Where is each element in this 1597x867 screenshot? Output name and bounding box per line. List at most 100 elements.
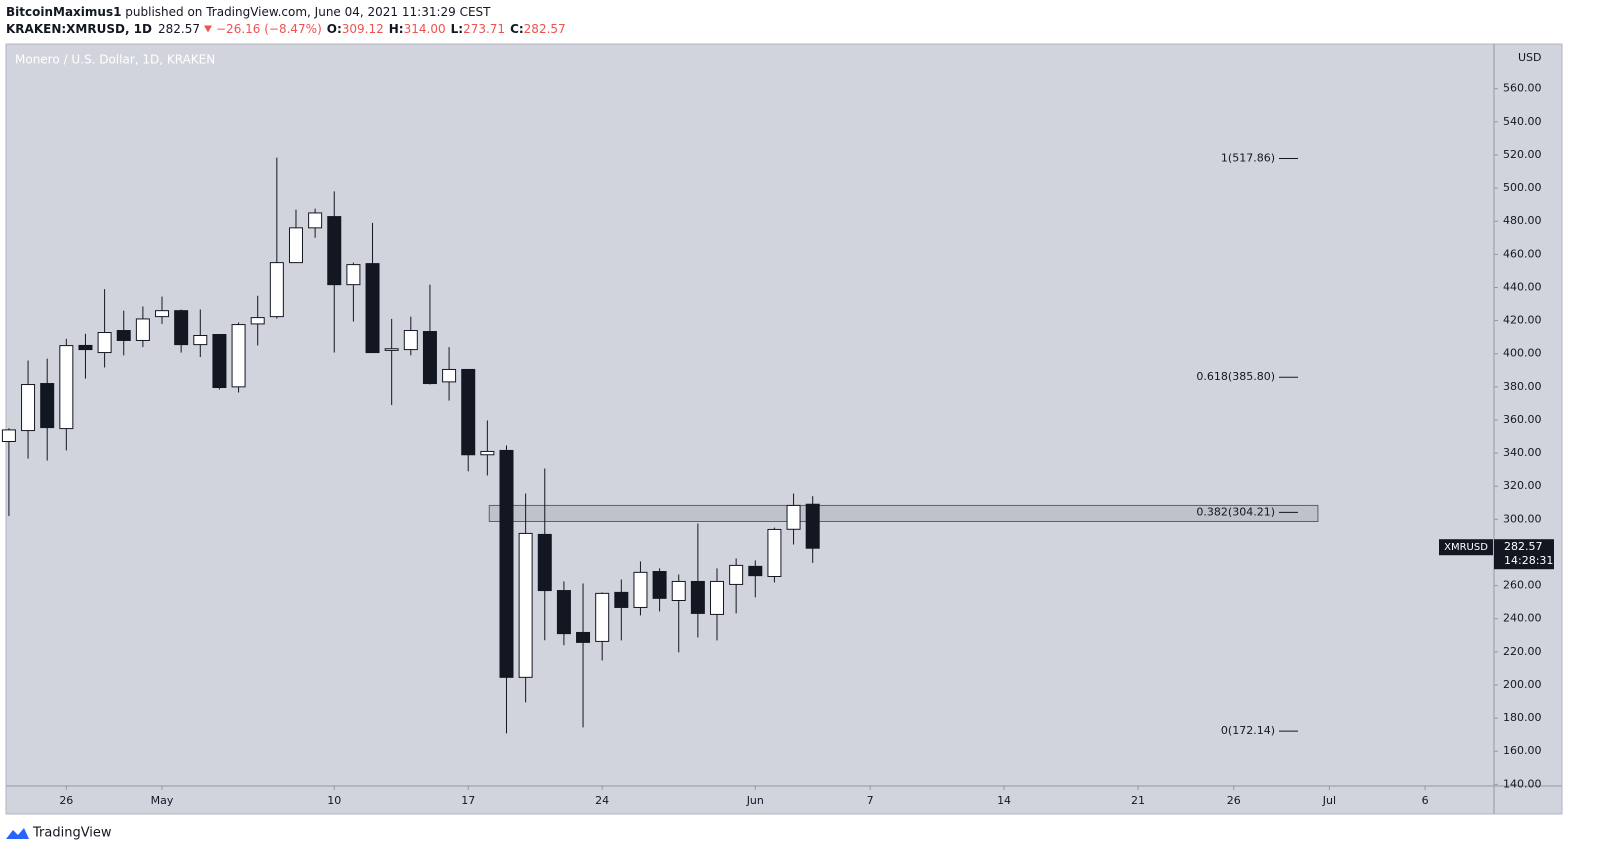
y-tick-label: 160.00 <box>1503 744 1542 757</box>
fib-label: 0.618(385.80) <box>1196 370 1275 383</box>
price: 282.57 <box>158 22 200 36</box>
candle-body <box>78 344 93 351</box>
fib-label: 0.382(304.21) <box>1196 505 1275 518</box>
candle-body <box>805 503 820 549</box>
candle-body <box>537 533 552 592</box>
x-tick-label: 14 <box>997 794 1011 807</box>
down-arrow <box>204 25 212 33</box>
tag-value: 282.57 <box>1504 540 1543 553</box>
candle-body <box>403 330 418 351</box>
ohlc-value: 314.00 <box>404 22 446 36</box>
candle-body <box>748 565 763 577</box>
candle-body <box>442 368 457 383</box>
y-tick-label: 140.00 <box>1503 777 1542 790</box>
candle-body <box>212 334 227 389</box>
y-tick-label: 260.00 <box>1503 579 1542 592</box>
y-tick-label: 180.00 <box>1503 711 1542 724</box>
logo-icon <box>6 828 29 839</box>
ohlc-key: O: <box>327 22 342 36</box>
chart-panel <box>5 43 1563 815</box>
candle-body <box>576 631 591 643</box>
x-tick-label: Jul <box>1322 794 1336 807</box>
y-tick-label: 300.00 <box>1503 512 1542 525</box>
y-tick-label: 400.00 <box>1503 347 1542 360</box>
candle-body <box>729 564 744 585</box>
published: published on TradingView.com, June 04, 2… <box>121 5 491 19</box>
tag-label: XMRUSD <box>1444 542 1488 553</box>
candle-body <box>480 450 495 456</box>
chart-title: Monero / U.S. Dollar, 1D, KRAKEN <box>15 53 215 67</box>
candle-body <box>786 504 801 530</box>
candle-body <box>346 264 361 286</box>
y-tick-label: 360.00 <box>1503 413 1542 426</box>
candle-body <box>327 216 342 286</box>
candle-body <box>308 212 323 229</box>
candle-body <box>135 318 150 341</box>
x-tick-label: 24 <box>595 794 609 807</box>
y-axis-label: USD <box>1518 51 1542 64</box>
candle-body <box>116 330 131 341</box>
candle-body <box>174 310 189 346</box>
y-tick-label: 480.00 <box>1503 214 1542 227</box>
candle-body <box>384 348 399 351</box>
x-tick-label: 17 <box>461 794 475 807</box>
x-tick-label: 10 <box>327 794 341 807</box>
logo <box>6 828 29 839</box>
candle-body <box>710 580 725 615</box>
candle-body <box>499 449 514 678</box>
x-tick-label: Jun <box>746 794 764 807</box>
candle-body <box>595 592 610 642</box>
y-tick-label: 320.00 <box>1503 479 1542 492</box>
candle-body <box>1 429 16 442</box>
x-tick-label: 26 <box>1227 794 1241 807</box>
candle-body <box>690 580 705 614</box>
x-tick-label: 21 <box>1131 794 1145 807</box>
candle-body <box>250 317 265 325</box>
candle-body <box>652 571 667 599</box>
candle-body <box>614 591 629 608</box>
y-tick-label: 380.00 <box>1503 380 1542 393</box>
candle-body <box>633 571 648 608</box>
x-tick-label: 6 <box>1422 794 1429 807</box>
y-tick-label: 520.00 <box>1503 148 1542 161</box>
publish-line: BitcoinMaximus1 published on TradingView… <box>6 5 491 19</box>
symbol: KRAKEN:XMRUSD, 1D <box>6 22 152 36</box>
candle-body <box>422 331 437 385</box>
candle-body <box>155 310 170 318</box>
x-tick-label: 7 <box>867 794 874 807</box>
x-tick-label: May <box>151 794 174 807</box>
candle-body <box>767 528 782 577</box>
y-tick-label: 240.00 <box>1503 612 1542 625</box>
y-tick-label: 440.00 <box>1503 280 1542 293</box>
fib-label: 1(517.86) <box>1221 152 1275 165</box>
y-tick-label: 340.00 <box>1503 446 1542 459</box>
resistance-zone <box>488 504 1319 522</box>
ohlc-key: H: <box>389 22 404 36</box>
y-tick-label: 220.00 <box>1503 645 1542 658</box>
candle-body <box>671 580 686 601</box>
y-tick-label: 500.00 <box>1503 181 1542 194</box>
x-tick-label: 26 <box>59 794 73 807</box>
y-tick-label: 540.00 <box>1503 115 1542 128</box>
candle-body <box>365 263 380 354</box>
publisher: BitcoinMaximus1 <box>6 5 121 19</box>
candle-body <box>461 368 476 456</box>
candle-body <box>288 227 303 264</box>
tag-value-box <box>1494 539 1554 570</box>
candle-body <box>193 335 208 346</box>
symbol-line: KRAKEN:XMRUSD, 1D 282.57 −26.16 (−8.47%) O:… <box>6 22 566 36</box>
candle-body <box>97 332 112 354</box>
candle-body <box>518 532 533 678</box>
y-tick-label: 460.00 <box>1503 247 1542 260</box>
y-tick-label: 420.00 <box>1503 314 1542 327</box>
candle-body <box>21 384 36 432</box>
candle-body <box>556 590 571 635</box>
ohlc-value: 309.12 <box>342 22 384 36</box>
brand: TradingView <box>32 826 112 841</box>
candle-body <box>269 262 284 318</box>
tag-label-box <box>1439 539 1493 556</box>
candle-body <box>40 383 55 429</box>
y-tick-label: 560.00 <box>1503 82 1542 95</box>
ohlc-value: 282.57 <box>524 22 566 36</box>
ohlc-key: L: <box>451 22 463 36</box>
